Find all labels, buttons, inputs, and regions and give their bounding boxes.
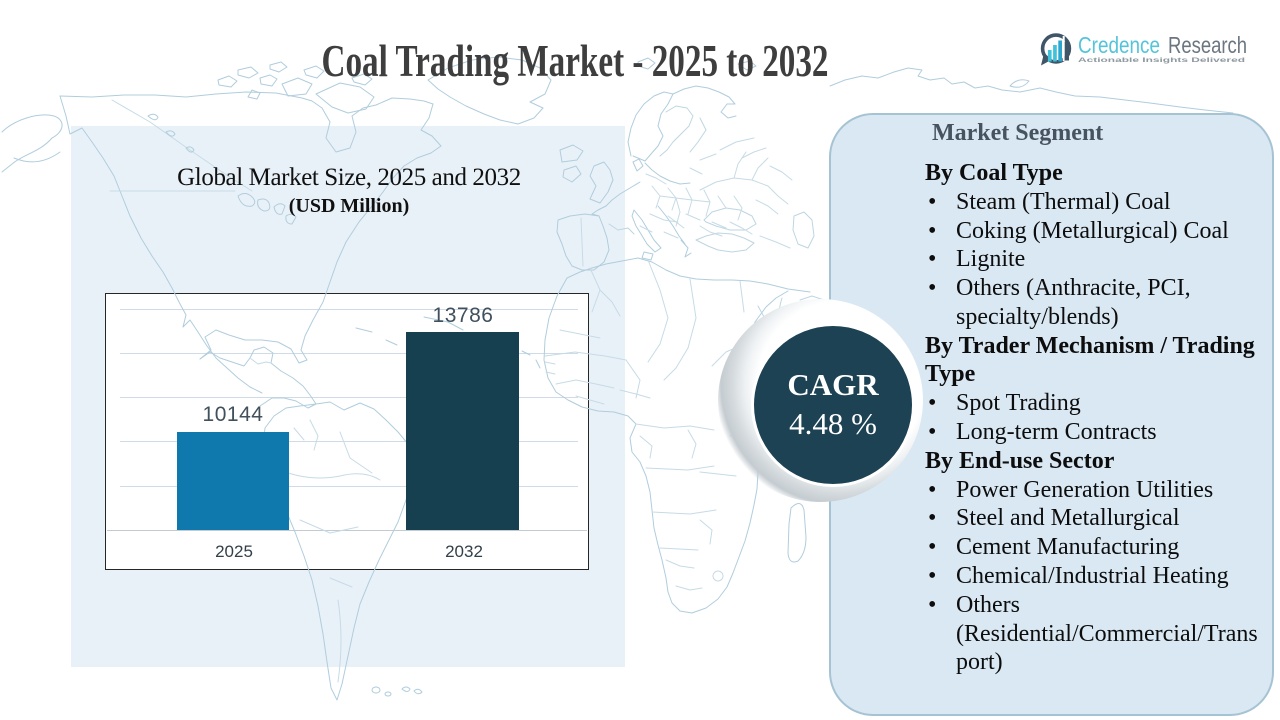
svg-text:Research: Research	[1168, 32, 1247, 58]
svg-text:Actionable Insights Delivered: Actionable Insights Delivered	[1078, 57, 1245, 64]
svg-text:Credence: Credence	[1078, 32, 1160, 58]
svg-text:Coal Trading Market - 2025 to: Coal Trading Market - 2025 to 2032	[322, 36, 829, 86]
